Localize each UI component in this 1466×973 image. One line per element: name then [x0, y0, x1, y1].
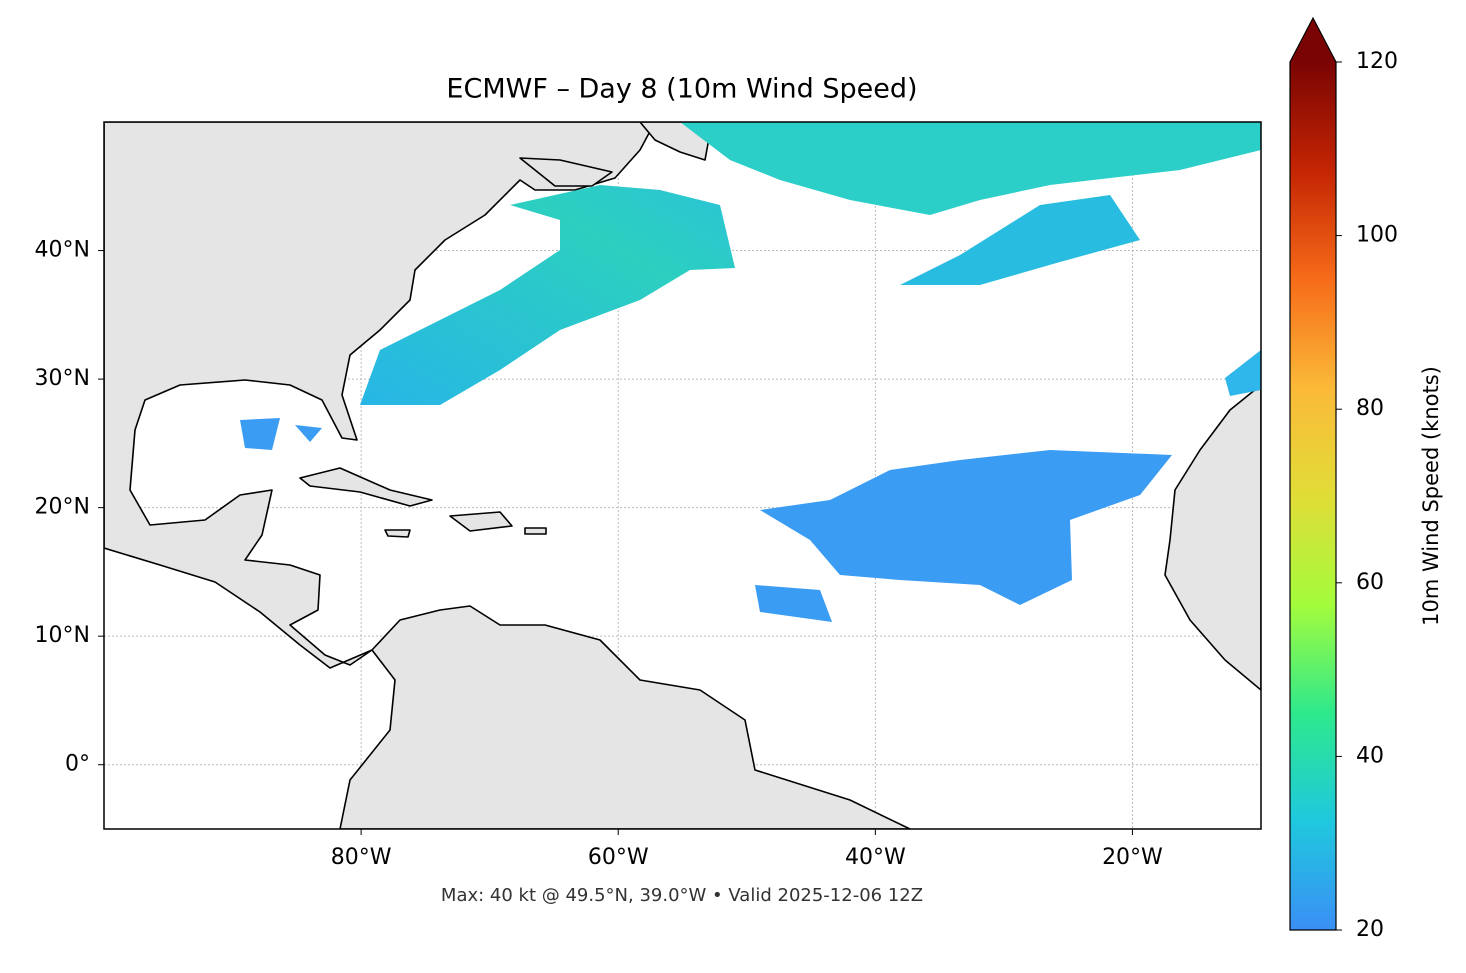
y-tick-label: 10°N [35, 623, 90, 648]
colorbar-tick-label: 80 [1356, 396, 1384, 421]
x-tick-label: 40°W [845, 845, 906, 870]
y-tick-label: 30°N [35, 366, 90, 391]
chart-title: ECMWF – Day 8 (10m Wind Speed) [446, 74, 917, 105]
colorbar-tick-label: 60 [1356, 570, 1384, 595]
newfoundland [519, 157, 613, 187]
colorbar: 20 40 60 80 100 120 [1289, 16, 1398, 942]
jamaica [384, 529, 411, 538]
africa [1164, 384, 1261, 691]
footnote: Max: 40 kt @ 49.5°N, 39.0°W • Valid 2025… [441, 885, 923, 906]
colorbar-tick-label: 20 [1356, 917, 1384, 942]
wind-area [240, 418, 322, 450]
colorbar-tick-label: 120 [1356, 49, 1398, 74]
y-tick-label: 40°N [35, 238, 90, 263]
colorbar-tick-label: 100 [1356, 223, 1398, 248]
colorbar-tick-label: 40 [1356, 743, 1384, 768]
cuba [299, 467, 433, 507]
colorbar-label: 10m Wind Speed (knots) [1419, 366, 1443, 626]
x-tick-label: 60°W [588, 845, 649, 870]
colorbar-gradient [1290, 62, 1336, 930]
wind-area [1225, 350, 1261, 396]
x-tick-label: 20°W [1102, 845, 1163, 870]
wind-area [755, 585, 832, 622]
y-tick-label: 0° [65, 752, 90, 777]
x-tick-label: 80°W [331, 845, 392, 870]
map [104, 122, 1261, 829]
wind-area [900, 195, 1140, 285]
south-america [339, 605, 911, 829]
colorbar-outline [1289, 16, 1337, 931]
colorbar-extend [1290, 18, 1336, 62]
y-tick-label: 20°N [35, 495, 90, 520]
map-frame [103, 121, 1262, 830]
wind-area [760, 450, 1172, 605]
wind-area [360, 185, 735, 405]
hispaniola [449, 511, 513, 532]
puerto-rico [524, 527, 547, 535]
wind-area [680, 122, 1261, 215]
